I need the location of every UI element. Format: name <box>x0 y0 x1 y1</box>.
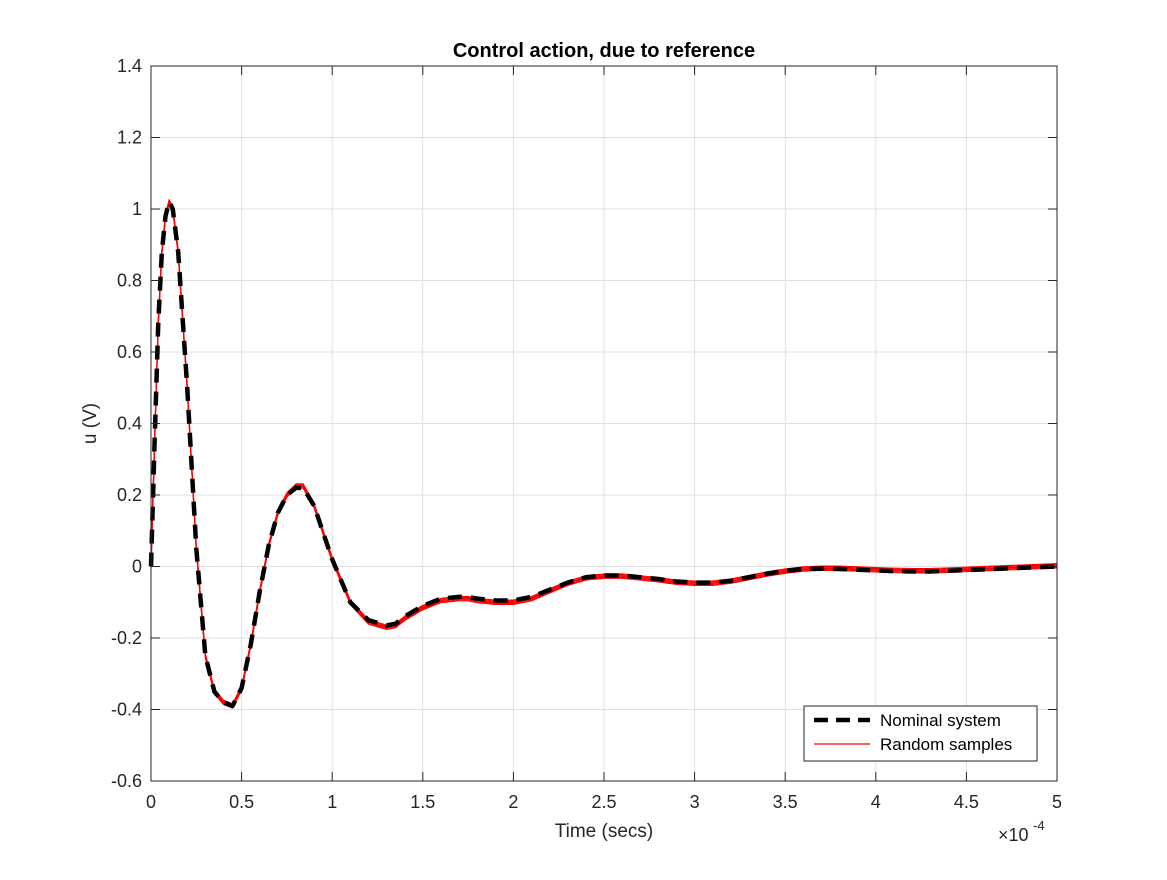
x-tick-label: 0.5 <box>229 792 254 812</box>
y-tick-label: 0 <box>132 557 142 577</box>
y-tick-label: -0.4 <box>111 700 142 720</box>
chart-title: Control action, due to reference <box>453 40 755 62</box>
legend-box <box>803 705 1038 762</box>
x-tick-label: 4.5 <box>954 792 979 812</box>
x-tick-label: 1.5 <box>410 792 435 812</box>
x-tick-label: 5 <box>1052 792 1062 812</box>
y-tick-label: -0.6 <box>111 771 142 791</box>
y-tick-label: 1.2 <box>117 128 142 148</box>
x-tick-label: 2 <box>508 792 518 812</box>
series-nominal-system <box>148 199 1058 709</box>
ticks: 0 0.5 1 1.5 2 2.5 3 3.5 4 4.5 5 -0.6 -0.4 -0.2 0 0.2 0.4… <box>111 56 1062 812</box>
x-tick-label: 4 <box>871 792 881 812</box>
legend-label-samples: Random samples <box>880 735 1012 754</box>
y-tick-label: 1 <box>132 199 142 219</box>
legend-label-nominal: Nominal system <box>880 711 1001 730</box>
y-tick-label: 1.4 <box>117 56 142 76</box>
y-tick-label: -0.2 <box>111 628 142 648</box>
legend: Nominal system Random samples <box>803 705 1038 762</box>
x-axis-label: Time (secs) <box>555 821 654 842</box>
y-tick-label: 0.6 <box>117 342 142 362</box>
x-tick-label: 2.5 <box>591 792 616 812</box>
y-tick-label: 0.4 <box>117 414 142 434</box>
y-tick-label: 0.2 <box>117 485 142 505</box>
x-axis-exponent-base: ×10 <box>998 825 1029 845</box>
x-axis-exponent-power: -4 <box>1033 818 1045 833</box>
x-tick-label: 1 <box>327 792 337 812</box>
series-layer <box>148 199 1058 709</box>
y-axis-label: u (V) <box>80 403 101 444</box>
x-tick-label: 3 <box>690 792 700 812</box>
x-tick-label: 0 <box>146 792 156 812</box>
x-tick-label: 3.5 <box>773 792 798 812</box>
y-tick-label: 0.8 <box>117 271 142 291</box>
x-axis-exponent: ×10 -4 <box>998 818 1045 845</box>
